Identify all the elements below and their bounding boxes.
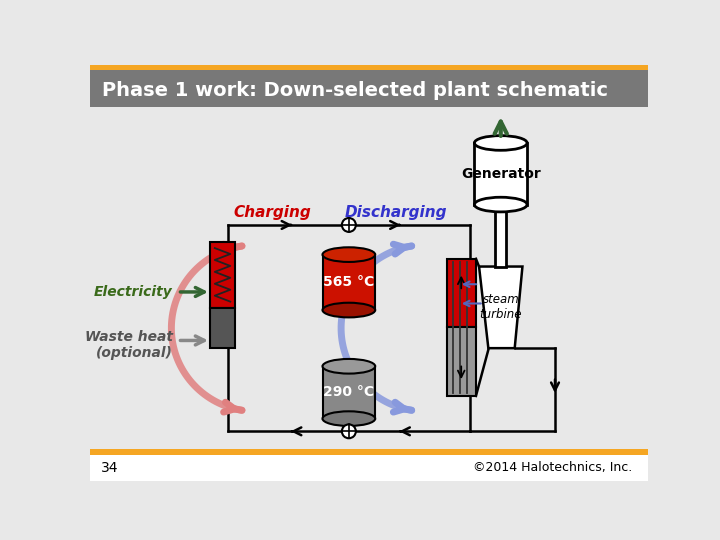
Text: steam
turbine: steam turbine	[480, 293, 522, 321]
Ellipse shape	[474, 197, 527, 212]
Text: Waste heat
(optional): Waste heat (optional)	[85, 330, 173, 360]
FancyBboxPatch shape	[323, 366, 375, 418]
Text: 565 °C: 565 °C	[323, 275, 374, 289]
Text: Generator: Generator	[461, 167, 541, 181]
FancyBboxPatch shape	[210, 242, 235, 308]
FancyBboxPatch shape	[446, 259, 476, 327]
FancyBboxPatch shape	[90, 70, 648, 107]
Circle shape	[342, 218, 356, 232]
Ellipse shape	[474, 136, 527, 150]
FancyBboxPatch shape	[323, 255, 375, 310]
Text: Electricity: Electricity	[94, 285, 173, 299]
Text: ©2014 Halotechnics, Inc.: ©2014 Halotechnics, Inc.	[473, 461, 632, 474]
FancyBboxPatch shape	[90, 449, 648, 455]
Circle shape	[342, 424, 356, 438]
Text: Discharging: Discharging	[345, 205, 447, 220]
Ellipse shape	[323, 359, 375, 374]
Text: 290 °C: 290 °C	[323, 386, 374, 400]
FancyBboxPatch shape	[210, 308, 235, 348]
Text: Phase 1 work: Down-selected plant schematic: Phase 1 work: Down-selected plant schema…	[102, 82, 608, 100]
FancyBboxPatch shape	[474, 143, 527, 205]
FancyBboxPatch shape	[495, 205, 506, 267]
Text: 34: 34	[101, 461, 118, 475]
Polygon shape	[479, 267, 523, 348]
Ellipse shape	[323, 303, 375, 318]
FancyBboxPatch shape	[90, 455, 648, 481]
FancyBboxPatch shape	[90, 65, 648, 70]
Text: Charging: Charging	[233, 205, 311, 220]
Ellipse shape	[323, 247, 375, 262]
Ellipse shape	[323, 411, 375, 426]
FancyBboxPatch shape	[446, 327, 476, 396]
